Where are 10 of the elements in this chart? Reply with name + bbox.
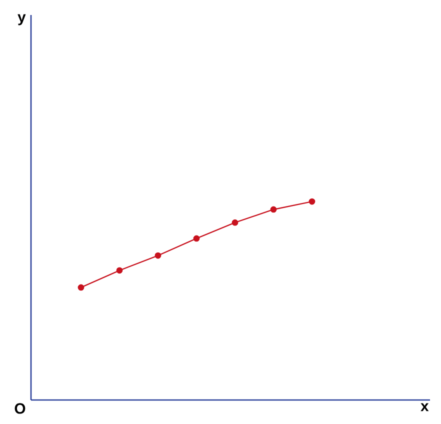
point: [193, 235, 200, 242]
point: [116, 267, 123, 274]
text: y: [18, 14, 26, 26]
point: [78, 284, 84, 291]
text: O: [14, 403, 26, 414]
point: [232, 219, 238, 226]
point: [270, 206, 277, 213]
point: [154, 252, 162, 259]
point: [308, 198, 316, 205]
text: x: [420, 403, 429, 412]
